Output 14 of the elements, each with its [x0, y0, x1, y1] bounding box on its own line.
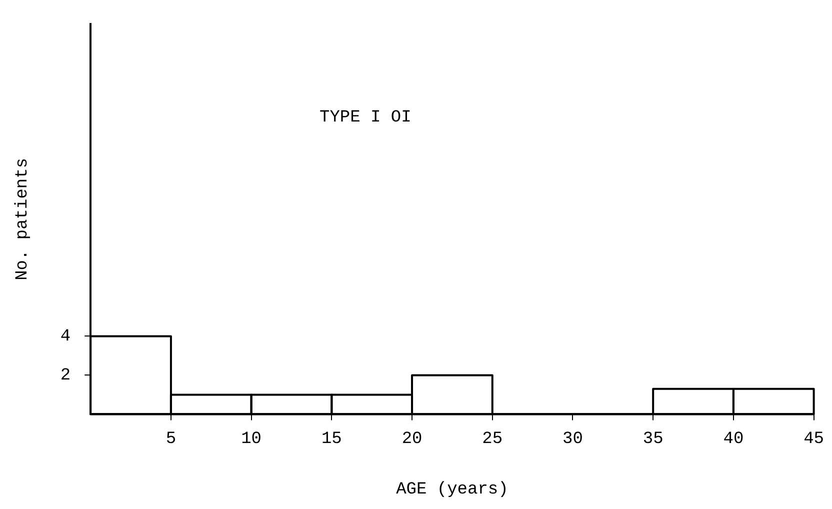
- x-tick-label: 15: [321, 430, 342, 449]
- x-tick-label: 5: [166, 430, 176, 449]
- x-tick-label: 25: [482, 430, 503, 449]
- x-tick-label: 45: [804, 430, 824, 449]
- x-tick-label: 10: [241, 430, 262, 449]
- y-axis-title: No. patients: [14, 158, 33, 280]
- y-tick-label: 4: [60, 328, 71, 347]
- x-axis-title: AGE (years): [396, 480, 508, 500]
- text: TYPE I OI: [320, 108, 412, 128]
- x-tick-label: 30: [562, 430, 583, 449]
- y-tick-label: 2: [60, 366, 71, 386]
- x-tick-label: 20: [402, 430, 422, 449]
- x-tick-label: 40: [723, 430, 744, 449]
- x-tick-label: 35: [642, 430, 664, 449]
